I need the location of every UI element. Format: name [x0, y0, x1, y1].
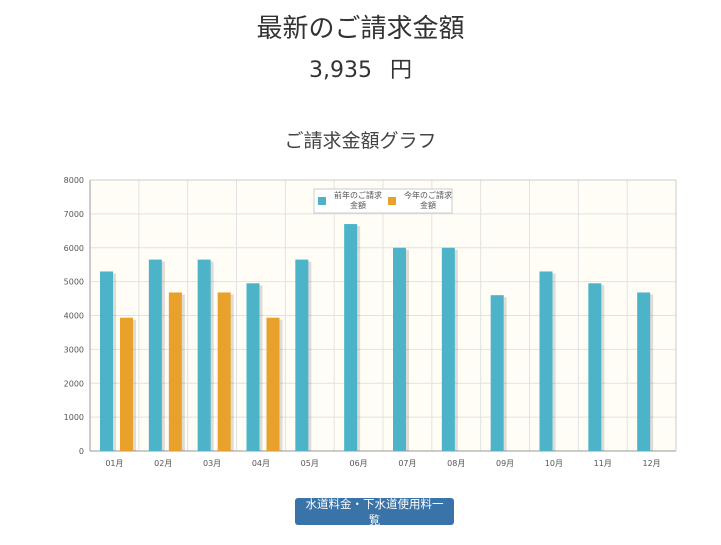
latest-billing-title: 最新のご請求金額 [256, 14, 465, 44]
y-tick-label: 4000 [64, 312, 84, 321]
bar-previous-year [588, 283, 602, 451]
x-tick-label: 09月 [496, 459, 514, 468]
x-tick-label: 06月 [349, 459, 367, 468]
x-tick-label: 02月 [154, 459, 172, 468]
bar-previous-year [637, 292, 651, 451]
y-tick-label: 1000 [64, 413, 84, 422]
bar-previous-year [539, 271, 553, 451]
chart-legend [313, 188, 453, 214]
y-tick-label: 2000 [64, 379, 84, 388]
x-tick-label: 11月 [594, 459, 612, 468]
legend-swatch [388, 197, 396, 205]
legend-label: 前年のご請求 [334, 190, 382, 200]
x-tick-label: 08月 [447, 459, 465, 468]
bar-previous-year [197, 259, 211, 451]
x-tick-label: 01月 [105, 459, 123, 468]
bar-previous-year [441, 247, 455, 451]
y-tick-label: 5000 [64, 278, 84, 287]
y-tick-label: 8000 [64, 176, 84, 185]
bar-current-year [217, 292, 231, 451]
bar-current-year [266, 317, 280, 451]
bar-current-year [120, 317, 133, 451]
bar-previous-year [100, 271, 113, 451]
y-tick-label: 6000 [64, 244, 84, 253]
bar-previous-year [490, 295, 504, 451]
x-tick-label: 12月 [642, 459, 660, 468]
bar-previous-year [246, 283, 260, 451]
bar-current-year [168, 292, 182, 451]
bar-previous-year [295, 259, 309, 451]
legend-swatch [318, 197, 326, 205]
x-tick-label: 03月 [203, 459, 221, 468]
x-tick-label: 05月 [301, 459, 319, 468]
bar-previous-year [344, 224, 358, 451]
legend-label: 今年のご請求 [404, 190, 452, 200]
amount-unit: 円 [389, 58, 412, 83]
x-tick-label: 07月 [398, 459, 416, 468]
bar-previous-year [393, 247, 406, 451]
y-tick-label: 0 [79, 447, 84, 456]
legend-label: 金額 [350, 200, 366, 210]
amount-value: 3,935 [309, 58, 372, 83]
bar-previous-year [148, 259, 162, 451]
billing-bar-chart: 0 1000 2000 3000 4000 5000 6000 7000 8000 01月 02月 0… [64, 176, 677, 468]
x-tick-label: 10月 [545, 459, 563, 468]
water-sewer-fee-list-button[interactable]: 水道料金・下水道使用料一覧 [295, 497, 454, 527]
y-tick-label: 3000 [64, 345, 84, 354]
latest-billing-amount: 3,935 円 [0, 52, 721, 84]
x-tick-label: 04月 [252, 459, 270, 468]
legend-label: 金額 [420, 200, 436, 210]
y-tick-label: 7000 [64, 210, 84, 219]
billing-graph-title: ご請求金額グラフ [284, 130, 437, 152]
